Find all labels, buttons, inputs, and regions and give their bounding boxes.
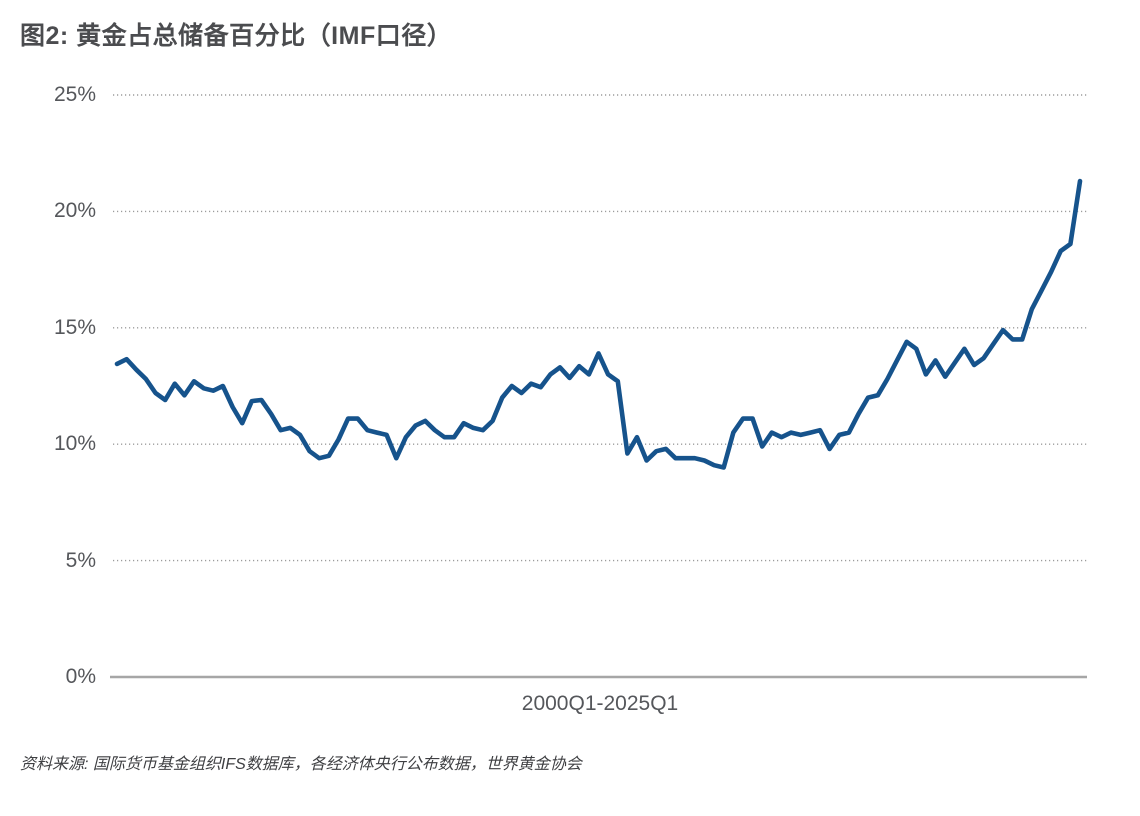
y-tick-label-25: 25% — [53, 83, 96, 106]
y-tick-label-5: 5% — [65, 549, 96, 572]
y-tick-label-10: 10% — [53, 432, 96, 455]
x-axis-label: 2000Q1-2025Q1 — [521, 692, 679, 715]
gold-share-line — [114, 178, 1083, 470]
y-tick-label-15: 15% — [53, 316, 96, 339]
y-tick-label-0: 0% — [65, 665, 96, 688]
y-tick-label-20: 20% — [53, 199, 96, 222]
chart-title: 图2: 黄金占总储备百分比（IMF口径） — [20, 22, 453, 50]
gridlines — [113, 94, 1087, 562]
source-note: 资料来源: 国际货币基金组织IFS数据库，各经济体央行公布数据，世界黄金协会 — [20, 756, 582, 773]
